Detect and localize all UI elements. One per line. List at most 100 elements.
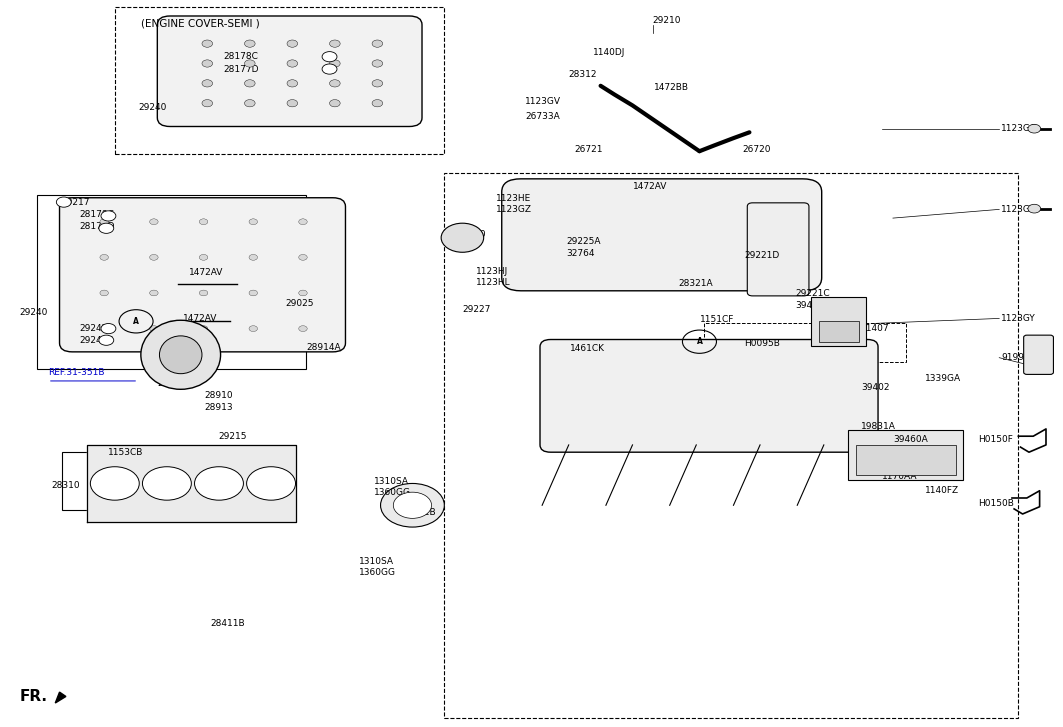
Circle shape (200, 219, 208, 225)
FancyBboxPatch shape (1024, 335, 1053, 374)
Circle shape (244, 40, 255, 47)
Text: 29240: 29240 (19, 308, 48, 317)
Text: 39460A: 39460A (893, 435, 928, 443)
Text: (ENGINE COVER-SEMI ): (ENGINE COVER-SEMI ) (141, 18, 260, 28)
Circle shape (372, 100, 383, 107)
Circle shape (330, 40, 340, 47)
Circle shape (244, 80, 255, 87)
Circle shape (372, 80, 383, 87)
Circle shape (299, 219, 307, 225)
Text: 28411B: 28411B (210, 619, 246, 628)
Text: 29242F: 29242F (80, 324, 113, 333)
Circle shape (200, 326, 208, 332)
Bar (37, 195, 306, 369)
Text: 1472AV: 1472AV (189, 268, 223, 277)
Text: 1360GG: 1360GG (359, 569, 396, 577)
Text: 28177D: 28177D (80, 222, 115, 231)
Text: 1472AV: 1472AV (632, 182, 667, 191)
Text: 11407: 11407 (861, 324, 890, 333)
Text: 1461CK: 1461CK (570, 345, 605, 353)
Circle shape (99, 223, 114, 233)
FancyBboxPatch shape (540, 340, 878, 452)
Text: 28177D: 28177D (223, 65, 258, 73)
Bar (819, 321, 859, 342)
Bar (115, 7, 444, 154)
Text: 1310SA: 1310SA (374, 477, 409, 486)
Circle shape (299, 254, 307, 260)
Text: REF.31-351B: REF.31-351B (48, 368, 104, 377)
Text: 29215: 29215 (218, 432, 247, 441)
Text: 39402: 39402 (861, 383, 890, 392)
Text: 39463D: 39463D (819, 324, 854, 333)
Circle shape (1028, 204, 1041, 213)
Circle shape (330, 80, 340, 87)
Circle shape (100, 254, 108, 260)
Text: 26721: 26721 (574, 145, 603, 153)
Circle shape (142, 467, 191, 500)
Circle shape (100, 326, 108, 332)
Text: 28178C: 28178C (223, 52, 258, 61)
Bar (444, 173, 1018, 718)
Circle shape (244, 60, 255, 67)
Bar (811, 297, 866, 346)
Ellipse shape (141, 320, 221, 390)
Text: 29223: 29223 (861, 459, 890, 467)
Text: 19831A: 19831A (861, 422, 896, 431)
Bar (704, 323, 906, 362)
Circle shape (372, 60, 383, 67)
Circle shape (287, 60, 298, 67)
Text: A: A (696, 337, 703, 346)
Circle shape (195, 467, 243, 500)
Text: 39340: 39340 (457, 230, 486, 238)
Circle shape (381, 483, 444, 527)
Text: 39402A: 39402A (795, 301, 830, 310)
Circle shape (56, 197, 71, 207)
Text: 1153CB: 1153CB (108, 448, 144, 457)
Text: 1170AA: 1170AA (882, 472, 917, 481)
Circle shape (202, 80, 213, 87)
Text: 29243E: 29243E (80, 336, 114, 345)
Text: A: A (133, 317, 139, 326)
Text: 1140FZ: 1140FZ (925, 486, 959, 495)
Circle shape (202, 100, 213, 107)
Circle shape (99, 335, 114, 345)
Circle shape (249, 326, 257, 332)
Circle shape (90, 467, 139, 500)
Text: 28310: 28310 (51, 481, 80, 490)
Circle shape (372, 40, 383, 47)
Text: 29221C: 29221C (795, 289, 830, 298)
Text: 29221D: 29221D (744, 252, 779, 260)
Text: 1472BB: 1472BB (654, 83, 689, 92)
Text: 28178C: 28178C (80, 210, 115, 219)
Circle shape (287, 100, 298, 107)
Text: 1123HL: 1123HL (476, 278, 511, 287)
Circle shape (322, 52, 337, 62)
Text: 28321A: 28321A (678, 279, 713, 288)
Text: 26733A: 26733A (525, 112, 560, 121)
Text: 1123GG: 1123GG (1001, 124, 1039, 133)
Text: 29210: 29210 (653, 16, 681, 25)
Text: 26720: 26720 (742, 145, 771, 153)
Text: 1123GY: 1123GY (1001, 314, 1036, 323)
Circle shape (393, 492, 432, 518)
Ellipse shape (159, 336, 202, 374)
Circle shape (100, 219, 108, 225)
Text: 91990B: 91990B (1001, 353, 1036, 362)
FancyBboxPatch shape (157, 16, 422, 126)
Text: 1360GG: 1360GG (374, 489, 411, 497)
Text: 28312: 28312 (569, 71, 597, 79)
Circle shape (101, 324, 116, 334)
Circle shape (299, 290, 307, 296)
Circle shape (247, 467, 296, 500)
Text: H0150F: H0150F (978, 435, 1013, 443)
Text: 1123GV: 1123GV (525, 97, 561, 106)
Circle shape (150, 290, 158, 296)
Bar (848, 430, 963, 480)
Circle shape (287, 40, 298, 47)
Text: 1140DJ: 1140DJ (593, 48, 625, 57)
Bar (62, 452, 232, 510)
Circle shape (322, 64, 337, 74)
Text: 1472AV: 1472AV (183, 314, 217, 323)
FancyBboxPatch shape (747, 203, 809, 296)
Text: 1123GZ: 1123GZ (496, 205, 533, 214)
